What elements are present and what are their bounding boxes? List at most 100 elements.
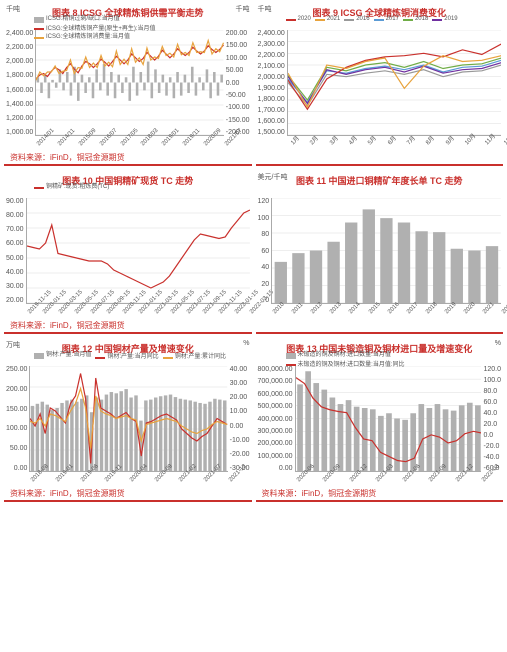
- y2-tick: 20.00: [230, 394, 250, 401]
- legend-label: ICSG:全球精炼铜产量(原生+再生):当月值: [46, 26, 156, 33]
- y2-tick: 40.00: [230, 366, 250, 373]
- bar: [125, 389, 128, 471]
- bar: [88, 77, 91, 82]
- legend-label: 铜精矿:现货:粗炼费(TC): [46, 184, 109, 191]
- bar: [451, 249, 463, 303]
- y-tick: 100,000.00: [258, 453, 293, 460]
- bar: [345, 400, 351, 471]
- bar: [199, 77, 202, 82]
- y2-tick: 100.0: [483, 377, 501, 384]
- bar: [121, 83, 124, 94]
- bar: [95, 398, 98, 472]
- chart-title: 图表 11 中国进口铜精矿年度长单 TC 走势: [258, 174, 502, 186]
- bar: [204, 404, 207, 471]
- bar: [468, 251, 480, 304]
- plot-svg: [272, 198, 501, 303]
- chart-cell: 图表 12 中国铜材产量及增速变化铜材:产量:当月值铜材:产量:当月同比铜材:产…: [4, 340, 252, 502]
- y-tick: 40: [258, 264, 270, 271]
- bar: [206, 69, 209, 82]
- y2-tick: -40.0: [483, 454, 501, 461]
- x-tick: 2022: [501, 311, 505, 315]
- bar: [221, 75, 224, 83]
- x-tick: 2021-12: [455, 479, 459, 483]
- bar: [159, 396, 162, 471]
- legend-item: ICSG:全球精炼铜产量(原生+再生):当月值: [34, 26, 156, 33]
- y-tick: 200,000.00: [258, 440, 293, 447]
- bar: [363, 209, 375, 303]
- bar: [380, 218, 392, 303]
- y-tick: 70.00: [6, 226, 24, 233]
- x-tick: 1月: [288, 140, 294, 146]
- plot-svg: [27, 198, 250, 303]
- x-tick: 2014/01: [36, 143, 40, 147]
- x-tick: 2021-06: [402, 479, 406, 483]
- x-tick: 2018-08: [30, 479, 34, 483]
- x-tick: 2019-11: [104, 479, 108, 483]
- legend-swatch: [34, 353, 44, 359]
- bar: [345, 223, 357, 304]
- x-tick: 2021-09: [428, 479, 432, 483]
- y-tick: 60.00: [6, 240, 24, 247]
- legend-swatch: [286, 364, 296, 366]
- y-tick: 150.00: [6, 406, 27, 413]
- legend-item: 未锻造的铜及铜材:进口数量:当月值: [286, 352, 391, 359]
- x-tick: 2020-09: [322, 479, 326, 483]
- legend-label: 2017: [386, 16, 399, 23]
- bar: [110, 392, 113, 471]
- legend-swatch: [286, 353, 296, 359]
- bar: [114, 83, 117, 99]
- legend: 铜材:产量:当月值铜材:产量:当月同比铜材:产量:累计同比: [34, 352, 248, 362]
- legend: 202020212016201720182019: [286, 16, 500, 24]
- x-tick: 2021-03: [375, 479, 379, 483]
- legend-swatch: [34, 37, 44, 39]
- y2-tick: 20.0: [483, 421, 501, 428]
- y-tick: 60: [258, 248, 270, 255]
- bar: [63, 83, 66, 91]
- bar: [292, 253, 304, 303]
- x-tick: 2021-07: [203, 479, 207, 483]
- x-tick: 2014/11: [57, 143, 61, 147]
- series-line: [27, 210, 250, 288]
- bar: [184, 75, 187, 83]
- legend-label: 2018: [415, 16, 428, 23]
- bar: [217, 83, 220, 96]
- x-tick: 2018/03: [140, 143, 144, 147]
- y-axis: 90.0080.0070.0060.0050.0040.0030.0020.00: [6, 188, 26, 318]
- y-tick: 2,200.00: [258, 52, 285, 59]
- bar: [61, 403, 64, 471]
- series-line: [288, 65, 501, 106]
- bar: [149, 400, 152, 471]
- bar: [475, 405, 481, 471]
- chart-cell: 图表 10 中国铜精矿现货 TC 走势铜精矿:现货:粗炼费(TC)90.0080…: [4, 172, 252, 334]
- x-tick: 2021: [482, 311, 486, 315]
- chart-cell: 图表 8 ICSG 全球精炼铜供需平衡走势ICSG:精铜过剩/缺口:当月值ICS…: [4, 4, 252, 166]
- plot: 1月2月3月4月5月6月7月8月9月10月11月12月: [287, 30, 501, 136]
- chart-cell: 图表 9 ICSG 全球精炼铜消费变化202020212016201720182…: [256, 4, 504, 166]
- bar: [202, 83, 205, 91]
- y-axis: 2,400.002,300.002,200.002,100.002,000.00…: [258, 20, 287, 150]
- y-tick: 1,000.00: [6, 129, 33, 136]
- bar: [164, 395, 167, 471]
- bar: [107, 83, 110, 96]
- legend-swatch: [34, 17, 44, 23]
- bar: [120, 391, 123, 471]
- y2-tick: -150.00: [226, 117, 250, 124]
- bar: [275, 262, 287, 303]
- legend-swatch: [34, 28, 44, 30]
- bar: [310, 251, 322, 304]
- source: 资料来源：iFinD，铜冠金源期货: [10, 488, 125, 499]
- bar: [162, 75, 165, 83]
- y-tick: 1,400.00: [6, 101, 33, 108]
- bar: [169, 77, 172, 82]
- legend-item: 铜材:产量:当月值: [34, 352, 91, 359]
- y-tick: 1,700.00: [258, 107, 285, 114]
- bar: [158, 83, 161, 94]
- x-axis: 2018-082019-012019-062019-112020-042020-…: [30, 479, 227, 485]
- bar: [394, 419, 400, 472]
- legend-item: ICSG:全球精炼铜消费量:当月值: [34, 34, 130, 41]
- bar: [418, 404, 424, 471]
- bar: [129, 83, 132, 101]
- y-tick: 400,000.00: [258, 416, 293, 423]
- bar: [219, 400, 222, 471]
- y-tick: 1,200.00: [6, 115, 33, 122]
